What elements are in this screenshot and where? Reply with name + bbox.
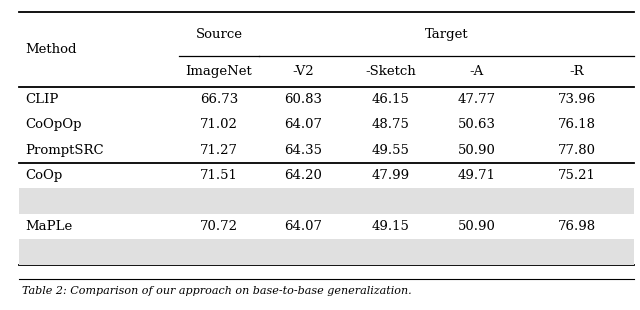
Text: 51.49: 51.49 (458, 246, 496, 259)
Text: 48.58: 48.58 (372, 195, 410, 208)
Text: CLIP: CLIP (26, 93, 59, 106)
Text: ImageNet: ImageNet (186, 65, 252, 78)
Text: 76.30: 76.30 (557, 195, 596, 208)
Text: 75.21: 75.21 (558, 169, 596, 182)
Text: -R: -R (570, 65, 584, 78)
Text: 76.18: 76.18 (558, 118, 596, 131)
Text: 50.90: 50.90 (458, 144, 496, 157)
Text: Method: Method (26, 43, 77, 56)
Text: 71.27: 71.27 (200, 144, 238, 157)
Text: 49.15: 49.15 (372, 220, 410, 233)
Text: 60.83: 60.83 (284, 93, 323, 106)
Text: 47.99: 47.99 (372, 169, 410, 182)
Text: 49.55: 49.55 (372, 144, 410, 157)
Text: 65.02: 65.02 (284, 195, 323, 208)
Text: 71.51: 71.51 (200, 169, 238, 182)
Text: MaPLe: MaPLe (26, 220, 73, 233)
Text: -V2: -V2 (292, 65, 314, 78)
Text: 64.54: 64.54 (284, 246, 323, 259)
Text: 76.98: 76.98 (557, 220, 596, 233)
Text: 50.90: 50.90 (458, 220, 496, 233)
Text: 49.71: 49.71 (458, 169, 496, 182)
Text: 71.13: 71.13 (200, 246, 238, 259)
Text: Source: Source (195, 28, 243, 41)
Text: 73.96: 73.96 (557, 93, 596, 106)
Text: CoOpOp: CoOpOp (26, 118, 82, 131)
Text: 66.73: 66.73 (200, 93, 238, 106)
Text: CoOp: CoOp (26, 169, 63, 182)
Text: 72.06: 72.06 (200, 195, 238, 208)
Text: 47.77: 47.77 (458, 93, 496, 106)
Text: 50.63: 50.63 (458, 118, 496, 131)
Text: 46.15: 46.15 (372, 93, 410, 106)
Text: 49.08: 49.08 (372, 246, 410, 259)
Text: -A: -A (470, 65, 484, 78)
Text: + TextRefiner: + TextRefiner (45, 195, 138, 208)
Text: 64.07: 64.07 (284, 118, 323, 131)
Text: 64.35: 64.35 (284, 144, 323, 157)
Text: Table 2: Comparison of our approach on base-to-base generalization.: Table 2: Comparison of our approach on b… (22, 286, 412, 296)
Text: 77.80: 77.80 (558, 144, 596, 157)
Text: PromptSRC: PromptSRC (26, 144, 104, 157)
Text: 48.75: 48.75 (372, 118, 410, 131)
Text: 71.02: 71.02 (200, 118, 238, 131)
Text: 64.07: 64.07 (284, 220, 323, 233)
Text: 70.72: 70.72 (200, 220, 238, 233)
Text: 49.77: 49.77 (458, 195, 496, 208)
Text: Target: Target (424, 28, 468, 41)
Text: 64.20: 64.20 (284, 169, 323, 182)
Text: 77.71: 77.71 (557, 246, 596, 259)
Text: + TextRefiner: + TextRefiner (45, 246, 138, 259)
Text: -Sketch: -Sketch (365, 65, 416, 78)
